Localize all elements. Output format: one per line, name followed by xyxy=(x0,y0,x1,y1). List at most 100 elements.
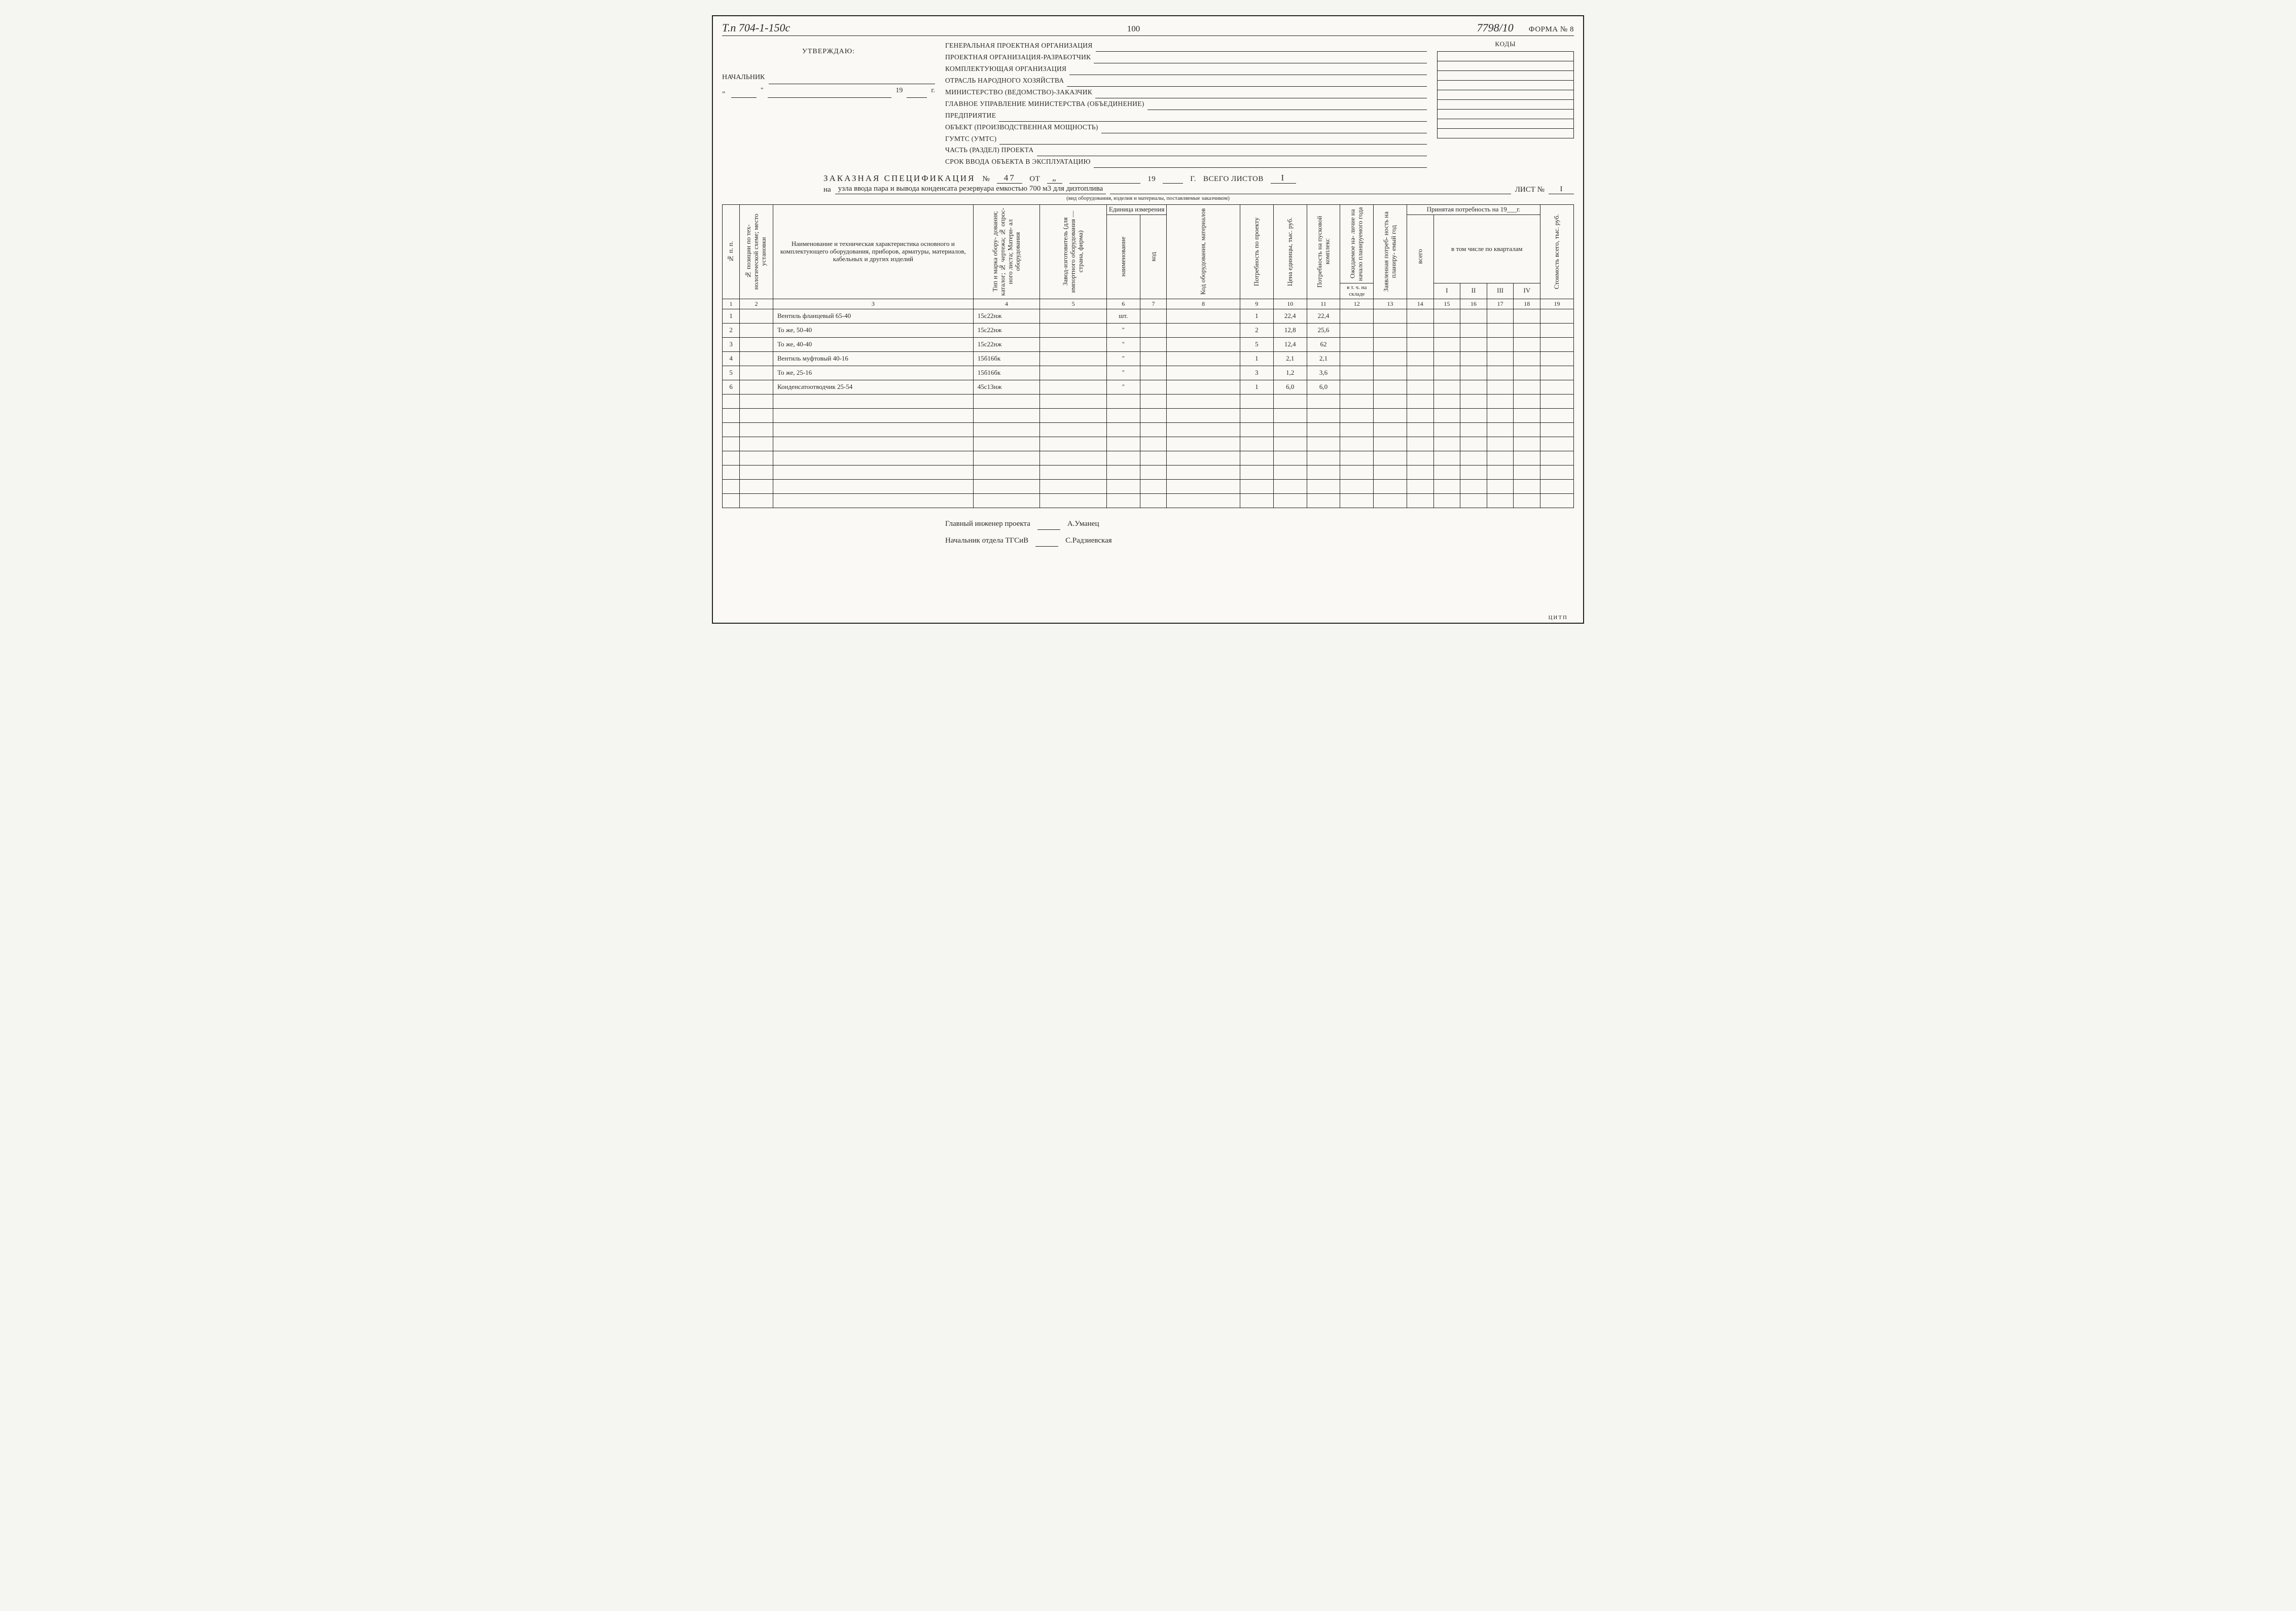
cell-empty xyxy=(1487,451,1514,465)
cell-empty xyxy=(1040,422,1107,437)
col-4-header: Тип и марка обору- дования; каталог; № ч… xyxy=(975,206,1038,297)
date-day-fill xyxy=(731,90,757,98)
cell-empty xyxy=(1140,465,1167,479)
cell-15 xyxy=(1433,309,1460,323)
cell-empty xyxy=(1514,465,1540,479)
cell-empty xyxy=(773,479,973,493)
table-row: 6Конденсатоотводчик 25-5445с13нж"16,06,0 xyxy=(723,380,1574,394)
cell-empty xyxy=(1514,408,1540,422)
ot-label: ОТ xyxy=(1029,175,1040,184)
year-prefix2: 19 xyxy=(1147,175,1156,184)
cell-empty xyxy=(1540,394,1574,408)
cell-empty xyxy=(973,437,1040,451)
code-box xyxy=(1437,70,1574,81)
code-box xyxy=(1437,61,1574,71)
cell-empty xyxy=(1167,451,1240,465)
cell-empty xyxy=(1040,394,1107,408)
cell-empty xyxy=(1240,479,1274,493)
org-lines: ГЕНЕРАЛЬНАЯ ПРОЕКТНАЯ ОРГАНИЗАЦИЯ ПРОЕКТ… xyxy=(945,40,1427,168)
cell-empty xyxy=(1540,451,1574,465)
cell-empty xyxy=(1106,465,1140,479)
vsego-label: ВСЕГО ЛИСТОВ xyxy=(1203,175,1264,184)
cell-empty xyxy=(1374,493,1407,508)
cell-empty xyxy=(740,493,773,508)
cell-empty xyxy=(1433,479,1460,493)
approval-block: УТВЕРЖДАЮ: НАЧАЛЬНИК „ " 19 г. xyxy=(722,40,935,168)
cell-empty xyxy=(973,394,1040,408)
cell-empty xyxy=(1040,479,1107,493)
cell-14 xyxy=(1407,337,1433,351)
cell-empty xyxy=(1273,437,1307,451)
col-12a-header: Ожидаемое на- личие на начало планируемо… xyxy=(1342,206,1372,282)
cell-empty xyxy=(1167,493,1240,508)
code-box xyxy=(1437,99,1574,110)
cell-empty xyxy=(1140,422,1167,437)
cell-price: 12,8 xyxy=(1273,323,1307,337)
cell-empty xyxy=(1240,437,1274,451)
cell-empty xyxy=(1240,465,1274,479)
col-2-header: № позиции по тех- нологической схеме; ме… xyxy=(741,206,771,297)
cell-12 xyxy=(1340,380,1374,394)
cell-18 xyxy=(1514,380,1540,394)
cell-empty xyxy=(1487,493,1514,508)
coln: 2 xyxy=(740,299,773,309)
cell-empty xyxy=(740,451,773,465)
cell-empty xyxy=(1167,394,1240,408)
cell-empty xyxy=(1514,493,1540,508)
cell-empty xyxy=(740,479,773,493)
cell-13 xyxy=(1374,323,1407,337)
cell-empty xyxy=(1374,394,1407,408)
cell-17 xyxy=(1487,309,1514,323)
cell-13 xyxy=(1374,366,1407,380)
cell-empty xyxy=(773,465,973,479)
cell-16 xyxy=(1460,366,1487,380)
cell-empty xyxy=(1307,493,1340,508)
cell-empty xyxy=(740,422,773,437)
cell-empty xyxy=(973,465,1040,479)
col-15-header: I xyxy=(1433,283,1460,299)
year-fill xyxy=(907,90,927,98)
cell-unit: " xyxy=(1106,351,1140,366)
year-fill2 xyxy=(1163,183,1183,184)
table-row: 3То же, 40-4015с22нж"512,462 xyxy=(723,337,1574,351)
cell-ucode xyxy=(1140,366,1167,380)
column-numbers-row: 1 2 3 4 5 6 7 8 9 10 11 12 13 14 15 16 1… xyxy=(723,299,1574,309)
cell-empty xyxy=(1106,422,1140,437)
cell-unit: шт. xyxy=(1106,309,1140,323)
cell-12 xyxy=(1340,366,1374,380)
cell-empty xyxy=(1040,493,1107,508)
cell-n: 6 xyxy=(723,380,740,394)
year-g: Г. xyxy=(1190,175,1196,184)
topbar-right: 7798/10 ФОРМА № 8 xyxy=(1477,21,1574,34)
cell-empty xyxy=(1374,479,1407,493)
col-13-header: Заявленная потреб- ность на планиру- емы… xyxy=(1375,206,1405,297)
cell-unit: " xyxy=(1106,380,1140,394)
cell-pos xyxy=(740,323,773,337)
org-line-6: ПРЕДПРИЯТИЕ xyxy=(945,110,996,122)
date-quote: „ xyxy=(1047,173,1062,184)
cell-code xyxy=(1167,323,1240,337)
cell-ucode xyxy=(1140,337,1167,351)
cell-type: 45с13нж xyxy=(973,380,1040,394)
cell-ucode xyxy=(1140,380,1167,394)
cell-pos xyxy=(740,337,773,351)
org-line-4: МИНИСТЕРСТВО (ВЕДОМСТВО)-ЗАКАЗЧИК xyxy=(945,87,1092,98)
cell-empty xyxy=(1540,465,1574,479)
cell-empty xyxy=(1433,465,1460,479)
cell-empty xyxy=(1340,394,1374,408)
cell-empty xyxy=(1407,437,1433,451)
table-row xyxy=(723,479,1574,493)
cell-12 xyxy=(1340,351,1374,366)
cell-empty xyxy=(1540,437,1574,451)
cell-16 xyxy=(1460,337,1487,351)
cell-mfr xyxy=(1040,323,1107,337)
table-row xyxy=(723,394,1574,408)
cell-empty xyxy=(1540,422,1574,437)
coln: 9 xyxy=(1240,299,1274,309)
cell-empty xyxy=(1040,451,1107,465)
cell-empty xyxy=(973,479,1040,493)
cell-empty xyxy=(1167,422,1240,437)
cell-empty xyxy=(1514,437,1540,451)
col-14-group: Принятая потребность на 19___г. xyxy=(1407,205,1540,215)
coln: 12 xyxy=(1340,299,1374,309)
